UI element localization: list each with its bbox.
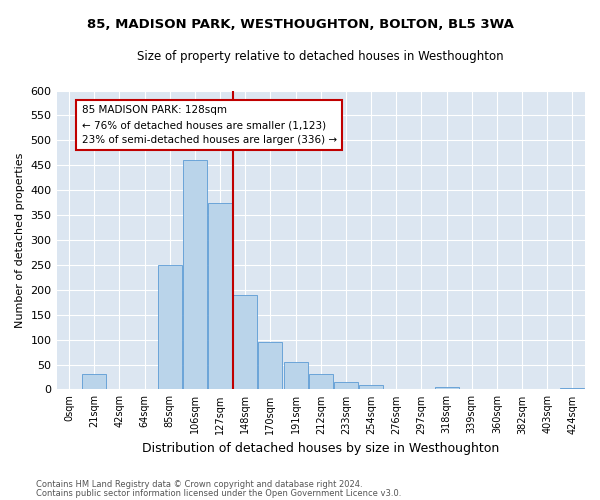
- Bar: [233, 295, 257, 390]
- Y-axis label: Number of detached properties: Number of detached properties: [15, 152, 25, 328]
- Bar: [158, 265, 182, 390]
- Text: 85 MADISON PARK: 128sqm
← 76% of detached houses are smaller (1,123)
23% of semi: 85 MADISON PARK: 128sqm ← 76% of detache…: [82, 106, 337, 145]
- Bar: [82, 374, 106, 390]
- Text: Contains HM Land Registry data © Crown copyright and database right 2024.: Contains HM Land Registry data © Crown c…: [36, 480, 362, 489]
- X-axis label: Distribution of detached houses by size in Westhoughton: Distribution of detached houses by size …: [142, 442, 499, 455]
- Bar: [434, 387, 458, 390]
- Title: Size of property relative to detached houses in Westhoughton: Size of property relative to detached ho…: [137, 50, 504, 63]
- Bar: [259, 342, 283, 390]
- Bar: [560, 388, 584, 390]
- Text: Contains public sector information licensed under the Open Government Licence v3: Contains public sector information licen…: [36, 490, 401, 498]
- Bar: [309, 374, 333, 390]
- Bar: [284, 362, 308, 390]
- Bar: [334, 382, 358, 390]
- Bar: [208, 202, 232, 390]
- Bar: [183, 160, 207, 390]
- Text: 85, MADISON PARK, WESTHOUGHTON, BOLTON, BL5 3WA: 85, MADISON PARK, WESTHOUGHTON, BOLTON, …: [86, 18, 514, 30]
- Bar: [359, 386, 383, 390]
